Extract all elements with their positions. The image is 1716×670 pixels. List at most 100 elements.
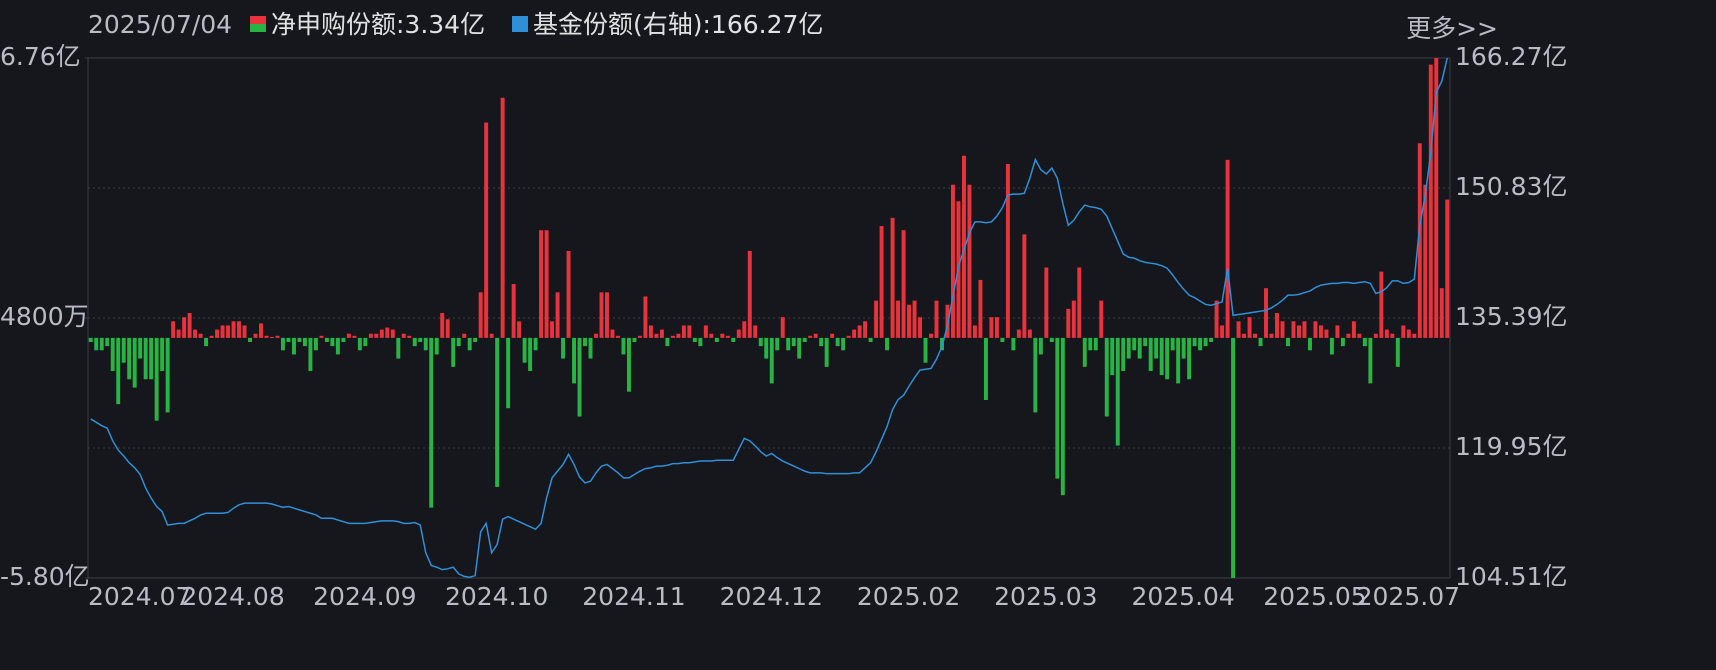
bar — [670, 335, 675, 338]
bar — [1187, 337, 1192, 380]
bar — [297, 337, 302, 343]
bar — [1159, 337, 1164, 376]
bar — [99, 337, 104, 351]
bar — [1258, 337, 1263, 347]
bar — [495, 337, 500, 487]
bar — [275, 335, 280, 338]
bar — [681, 325, 686, 338]
bar — [280, 337, 285, 351]
bar — [1214, 300, 1219, 338]
bar — [1071, 300, 1076, 338]
bar — [852, 329, 857, 338]
y2-tick-label: 119.95亿 — [1455, 432, 1567, 461]
bar — [1324, 329, 1329, 338]
bar — [951, 184, 955, 338]
bar — [566, 250, 571, 338]
bar — [1269, 333, 1274, 338]
bar — [555, 292, 560, 338]
bar — [1022, 234, 1027, 338]
bar — [412, 337, 417, 347]
bar — [418, 337, 423, 343]
bar — [1390, 333, 1395, 338]
bar — [1423, 184, 1428, 338]
bar — [1291, 321, 1296, 338]
bar — [1225, 159, 1230, 338]
bar — [1066, 308, 1071, 338]
bar — [467, 337, 472, 351]
bar — [846, 335, 851, 338]
y-tick-label: 6.76亿 — [0, 42, 81, 71]
bar — [703, 325, 708, 338]
more-link[interactable]: 更多>> — [1406, 14, 1498, 43]
bar — [615, 335, 620, 338]
bar — [714, 337, 719, 343]
bar — [830, 333, 835, 338]
bar — [286, 337, 291, 343]
bar — [1417, 143, 1422, 338]
bar — [1231, 337, 1236, 578]
bar — [1428, 64, 1433, 338]
bar — [456, 337, 461, 347]
bar — [1401, 325, 1406, 338]
bar — [319, 335, 324, 338]
bar — [797, 337, 802, 359]
bar — [758, 337, 763, 347]
bar — [182, 317, 187, 338]
bar — [1434, 58, 1439, 338]
bar — [138, 337, 143, 359]
bar — [1000, 337, 1005, 343]
bar — [1275, 313, 1279, 338]
bar — [934, 300, 939, 338]
bar — [1033, 337, 1038, 413]
bar — [550, 321, 555, 338]
bar — [335, 337, 340, 355]
bar — [1264, 288, 1268, 338]
bar — [808, 335, 813, 338]
bar — [346, 333, 351, 338]
y2-tick-label: 135.39亿 — [1455, 302, 1567, 331]
bar — [324, 337, 329, 343]
bar — [736, 329, 741, 338]
legend-swatch-down — [250, 24, 266, 32]
y2-tick-label: 166.27亿 — [1455, 42, 1567, 71]
bar — [868, 337, 873, 343]
bar — [149, 337, 154, 380]
bar — [720, 333, 725, 338]
bar — [1088, 337, 1093, 351]
bar — [1049, 337, 1054, 343]
bar — [473, 337, 478, 343]
bar — [533, 337, 538, 351]
bar — [1143, 337, 1148, 347]
bar — [368, 333, 373, 338]
bar — [110, 337, 115, 371]
bar — [907, 304, 912, 338]
bar — [237, 321, 242, 338]
x-tick-label: 2025.05 — [1263, 582, 1366, 611]
bar — [983, 337, 988, 400]
bar — [841, 337, 846, 351]
bar — [517, 321, 522, 338]
bar — [572, 337, 577, 384]
bar — [1104, 337, 1109, 417]
legend-swatch — [512, 16, 528, 32]
bar — [637, 335, 642, 338]
bar — [528, 337, 533, 371]
bar — [1121, 337, 1126, 371]
bar — [665, 337, 670, 347]
bar — [742, 321, 747, 338]
bar — [1154, 337, 1159, 359]
bar — [901, 230, 906, 338]
bar — [725, 335, 730, 338]
bar — [1313, 321, 1318, 338]
bar — [242, 325, 247, 338]
bar — [1082, 337, 1087, 367]
bar — [1126, 337, 1131, 359]
bar — [390, 329, 395, 338]
bar — [511, 284, 516, 338]
bar — [972, 325, 977, 338]
bar — [1296, 325, 1301, 338]
bar — [610, 329, 615, 338]
bar — [874, 300, 879, 338]
bar — [204, 337, 209, 347]
x-tick-label: 2025.04 — [1131, 582, 1234, 611]
